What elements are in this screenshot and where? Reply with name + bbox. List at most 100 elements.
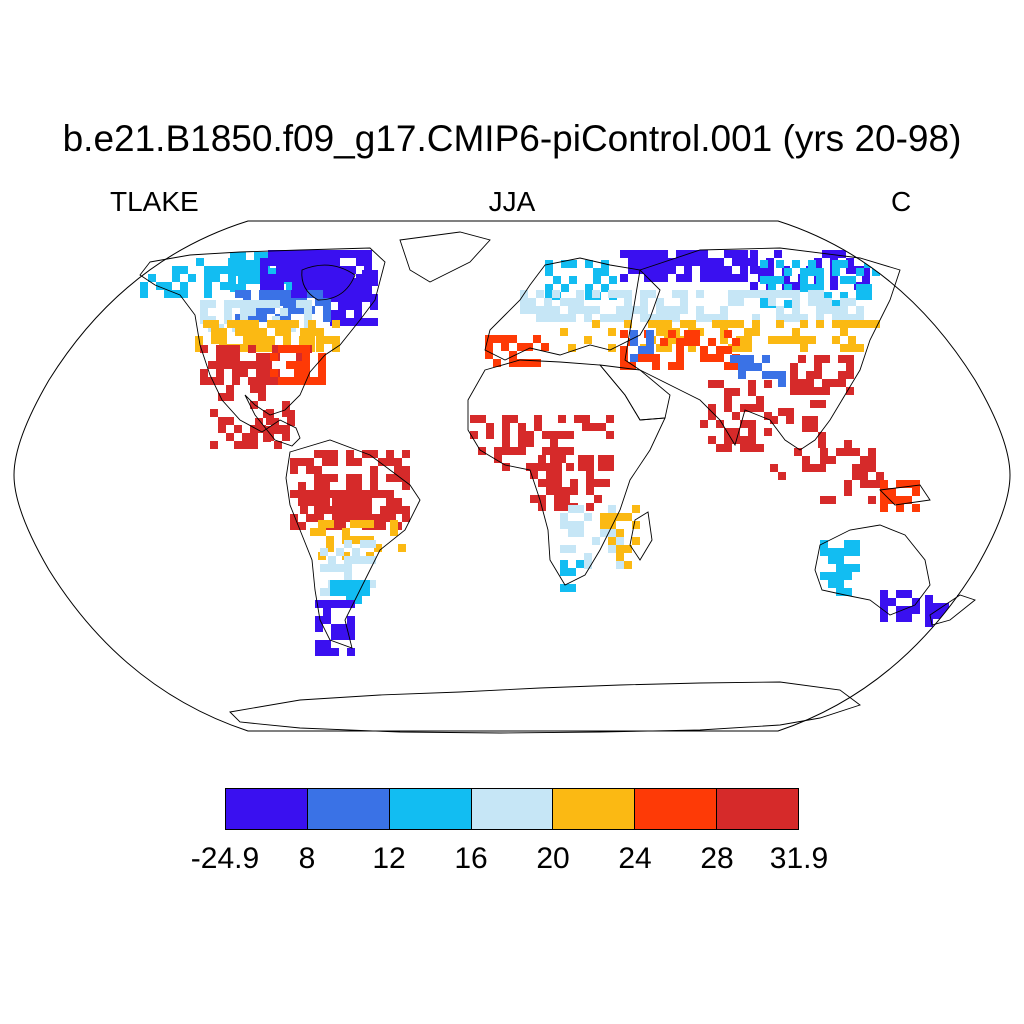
grid-cell — [330, 580, 338, 588]
grid-cell — [644, 258, 652, 266]
grid-cell — [243, 320, 251, 328]
grid-cell — [250, 433, 258, 441]
grid-cell — [600, 513, 608, 521]
grid-cell — [283, 298, 291, 306]
grid-cell — [204, 282, 212, 290]
grid-cell — [370, 278, 378, 286]
grid-cell — [608, 344, 616, 352]
grid-cell — [320, 564, 328, 572]
grid-cell — [291, 320, 299, 328]
grid-cell — [370, 294, 378, 302]
grid-cell — [554, 495, 562, 503]
grid-cell — [258, 393, 266, 401]
grid-cell — [624, 298, 632, 306]
grid-cell — [560, 328, 568, 336]
grid-cell — [724, 330, 732, 338]
grid-cell — [322, 474, 330, 482]
grid-cell — [340, 506, 348, 514]
grid-cell — [200, 369, 208, 377]
grid-cell — [585, 260, 593, 268]
grid-cell — [356, 258, 364, 266]
grid-cell — [226, 393, 234, 401]
grid-cell — [584, 561, 592, 569]
grid-cell — [276, 250, 284, 258]
grid-cell — [264, 361, 272, 369]
grid-cell — [211, 320, 219, 328]
grid-cell — [808, 290, 816, 298]
grid-cell — [536, 314, 544, 322]
grid-cell — [732, 388, 740, 396]
grid-cell — [518, 431, 526, 439]
grid-cell — [315, 600, 323, 608]
grid-cell — [283, 290, 291, 298]
grid-cell — [243, 344, 251, 352]
grid-cell — [362, 588, 370, 596]
grid-cell — [378, 458, 386, 466]
grid-cell — [941, 603, 949, 611]
grid-cell — [609, 276, 617, 284]
grid-cell — [323, 306, 331, 314]
grid-cell — [346, 588, 354, 596]
grid-cell — [260, 266, 268, 274]
grid-cell — [748, 388, 756, 396]
grid-cell — [544, 314, 552, 322]
grid-cell — [896, 504, 904, 512]
grid-cell — [716, 274, 724, 282]
grid-cell — [672, 306, 680, 314]
grid-cell — [326, 536, 334, 544]
grid-cell — [267, 336, 275, 344]
grid-cell — [362, 450, 370, 458]
grid-cell — [840, 292, 848, 300]
grid-cell — [925, 611, 933, 619]
grid-cell — [786, 408, 794, 416]
grid-cell — [846, 387, 854, 395]
grid-cell — [600, 314, 608, 322]
grid-cell — [330, 270, 338, 278]
grid-cell — [332, 250, 340, 258]
grid-cell — [646, 338, 654, 346]
grid-cell — [402, 474, 410, 482]
grid-cell — [368, 580, 376, 588]
grid-cell — [778, 379, 786, 387]
grid-cell — [552, 306, 560, 314]
grid-cell — [306, 458, 314, 466]
grid-cell — [616, 306, 624, 314]
grid-cell — [324, 282, 332, 290]
grid-cell — [585, 292, 593, 300]
grid-cell — [314, 498, 322, 506]
grid-cell — [608, 328, 616, 336]
grid-cell — [340, 490, 348, 498]
grid-cell — [332, 514, 340, 522]
grid-cell — [868, 464, 876, 472]
grid-cell — [318, 361, 326, 369]
grid-cell — [509, 351, 517, 359]
grid-cell — [862, 274, 870, 282]
grid-cell — [246, 260, 254, 268]
grid-cell — [263, 410, 271, 418]
grid-cell — [844, 540, 852, 548]
grid-cell — [692, 250, 700, 258]
grid-cell — [738, 371, 746, 379]
grid-cell — [256, 377, 264, 385]
grid-cell — [676, 338, 684, 346]
grid-cell — [566, 431, 574, 439]
grid-cell — [256, 369, 264, 377]
grid-cell — [648, 314, 656, 322]
grid-cell — [800, 320, 808, 328]
grid-cell — [254, 268, 262, 276]
grid-cell — [258, 425, 266, 433]
grid-cell — [238, 260, 246, 268]
grid-cell — [218, 425, 226, 433]
grid-cell — [748, 404, 756, 412]
grid-cell — [904, 614, 912, 622]
grid-cell — [394, 458, 402, 466]
grid-cell — [332, 336, 340, 344]
grid-cell — [470, 415, 478, 423]
grid-cell — [652, 266, 660, 274]
grid-cell — [226, 433, 234, 441]
grid-cell — [323, 640, 331, 648]
grid-cell — [354, 310, 362, 318]
grid-cell — [814, 355, 822, 363]
grid-cell — [246, 276, 254, 284]
grid-cell — [824, 306, 832, 314]
